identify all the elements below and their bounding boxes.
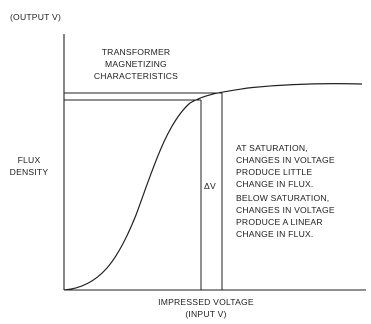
diagram-title-line-1: TRANSFORMER bbox=[102, 47, 171, 57]
note-line-2: CHANGES IN VOLTAGE bbox=[236, 155, 335, 165]
x-axis-name-line-1: IMPRESSED VOLTAGE bbox=[158, 297, 254, 307]
note-line-5: BELOW SATURATION, bbox=[236, 193, 329, 203]
diagram-title-line-2: MAGNETIZING bbox=[105, 59, 167, 69]
note-line-6: CHANGES IN VOLTAGE bbox=[236, 205, 335, 215]
note-line-1: AT SATURATION, bbox=[236, 143, 308, 153]
note-line-3: PRODUCE LITTLE bbox=[236, 167, 312, 177]
delta-v-label: ΔV bbox=[204, 181, 216, 191]
magnetizing-curve bbox=[63, 83, 363, 291]
y-axis-name-line-1: FLUX bbox=[18, 155, 41, 165]
y-axis-top-label: (OUTPUT V) bbox=[10, 12, 61, 22]
y-axis-name-line-2: DENSITY bbox=[10, 167, 49, 177]
note-line-4: CHANGE IN FLUX. bbox=[236, 179, 314, 189]
x-axis-name-line-2: (INPUT V) bbox=[185, 309, 226, 319]
diagram-title-line-3: CHARACTERISTICS bbox=[94, 71, 178, 81]
note-line-7: PRODUCE A LINEAR bbox=[236, 217, 323, 227]
note-line-8: CHANGE IN FLUX. bbox=[236, 229, 314, 239]
